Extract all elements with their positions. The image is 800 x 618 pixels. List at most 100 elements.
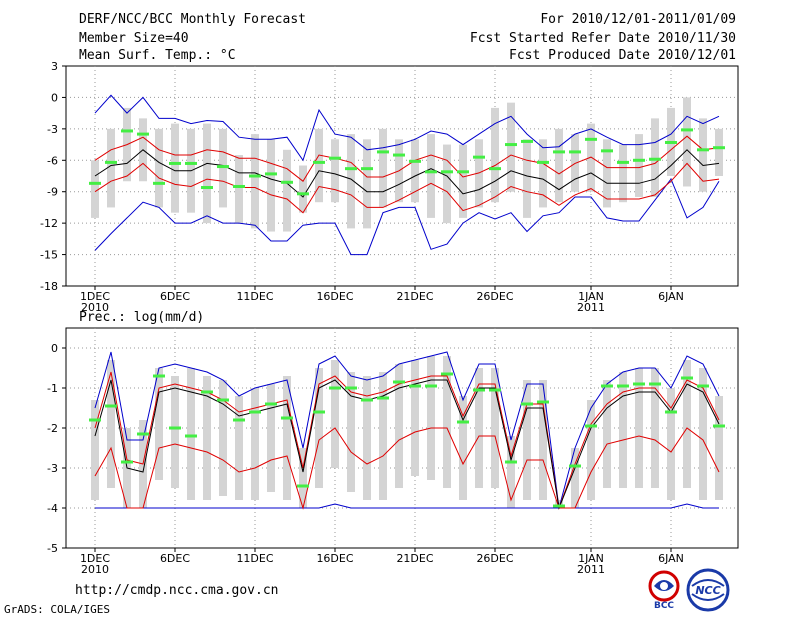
y-tick-label: -4 <box>47 502 58 515</box>
x-tick-label: 11DEC <box>236 552 273 565</box>
range-bar <box>155 368 163 480</box>
deterministic-mark <box>665 140 677 144</box>
deterministic-mark <box>329 156 341 160</box>
deterministic-mark <box>345 386 357 390</box>
deterministic-mark <box>313 410 325 414</box>
range-bar <box>299 448 307 508</box>
range-bar <box>699 118 707 192</box>
deterministic-mark <box>265 402 277 406</box>
deterministic-mark <box>697 148 709 152</box>
range-bar <box>651 118 659 197</box>
deterministic-mark <box>169 426 181 430</box>
deterministic-mark <box>585 137 597 141</box>
produced-date: Fcst Produced Date 2010/12/01 <box>509 48 736 63</box>
deterministic-mark <box>377 396 389 400</box>
deterministic-mark <box>617 160 629 164</box>
range-bar <box>379 128 387 208</box>
deterministic-mark <box>665 410 677 414</box>
x-tick-year: 2011 <box>577 563 605 576</box>
range-bar <box>507 102 515 192</box>
x-tick-year: 2011 <box>577 301 605 314</box>
range-bar <box>91 160 99 218</box>
y-tick-label: -9 <box>47 186 58 199</box>
deterministic-mark <box>281 416 293 420</box>
x-tick-label: 6JAN <box>658 552 684 565</box>
deterministic-mark <box>89 418 101 422</box>
range-bar <box>331 360 339 468</box>
range-bar <box>171 123 179 213</box>
deterministic-mark <box>633 158 645 162</box>
range-bar <box>555 128 563 203</box>
deterministic-mark <box>89 181 101 185</box>
range-bar <box>219 380 227 496</box>
range-bar <box>187 368 195 500</box>
deterministic-mark <box>441 170 453 174</box>
deterministic-mark <box>713 146 725 150</box>
max-line <box>94 351 720 509</box>
range-bar <box>619 144 627 203</box>
range-bar <box>619 372 627 488</box>
range-bar <box>283 376 291 500</box>
bcc-logo: BCC <box>648 570 680 610</box>
range-bar <box>315 128 323 203</box>
deterministic-mark <box>377 150 389 154</box>
deterministic-mark <box>121 129 133 133</box>
range-bar <box>331 139 339 203</box>
deterministic-mark <box>681 376 693 380</box>
deterministic-mark <box>217 165 229 169</box>
range-bar <box>571 448 579 508</box>
deterministic-mark <box>105 160 117 164</box>
deterministic-mark <box>249 174 261 178</box>
range-bar <box>267 139 275 232</box>
range-bar <box>411 139 419 203</box>
deterministic-mark <box>521 402 533 406</box>
y-tick-label: 3 <box>51 60 58 73</box>
min-line <box>95 503 719 509</box>
x-tick-label: 16DEC <box>316 552 353 565</box>
deterministic-mark <box>457 420 469 424</box>
range-bar <box>635 368 643 488</box>
x-tick-label: 26DEC <box>476 552 513 565</box>
range-bar <box>107 128 115 208</box>
range-bar <box>603 139 611 208</box>
deterministic-mark <box>681 128 693 132</box>
range-bar <box>475 368 483 488</box>
deterministic-mark <box>649 382 661 386</box>
deterministic-mark <box>297 192 309 196</box>
website-url[interactable]: http://cmdp.ncc.cma.gov.cn <box>75 583 279 598</box>
range-bar <box>91 400 99 500</box>
range-bar <box>427 356 435 480</box>
deterministic-mark <box>121 460 133 464</box>
range-bar <box>267 384 275 492</box>
range-bar <box>299 165 307 213</box>
deterministic-mark <box>585 424 597 428</box>
x-tick-label: 1DEC <box>80 552 110 565</box>
x-tick-label: 6JAN <box>658 290 684 303</box>
range-bar <box>683 97 691 187</box>
ncc-logo: NCC <box>686 568 730 612</box>
range-bar <box>203 123 211 224</box>
deterministic-mark <box>345 167 357 171</box>
x-tick-year: 2010 <box>81 301 109 314</box>
x-tick-label: 6DEC <box>160 290 190 303</box>
x-tick-label: 26DEC <box>476 290 513 303</box>
deterministic-mark <box>537 400 549 404</box>
deterministic-mark <box>569 464 581 468</box>
deterministic-mark <box>361 398 373 402</box>
deterministic-mark <box>601 149 613 153</box>
range-bar <box>715 396 723 500</box>
y-tick-label: -2 <box>47 422 58 435</box>
ncc-logo-text: NCC <box>695 584 720 597</box>
bcc-logo-text: BCC <box>654 601 674 610</box>
range-bar <box>539 139 547 208</box>
deterministic-mark <box>233 418 245 422</box>
range-bar <box>459 396 467 500</box>
y-tick-label: -12 <box>40 217 58 230</box>
forecast-period: For 2010/12/01-2011/01/09 <box>540 12 736 27</box>
ensemble-mean-line <box>94 149 720 198</box>
range-bar <box>283 149 291 232</box>
y-tick-label: 0 <box>51 342 58 355</box>
deterministic-mark <box>137 432 149 436</box>
y-tick-label: -3 <box>47 462 58 475</box>
